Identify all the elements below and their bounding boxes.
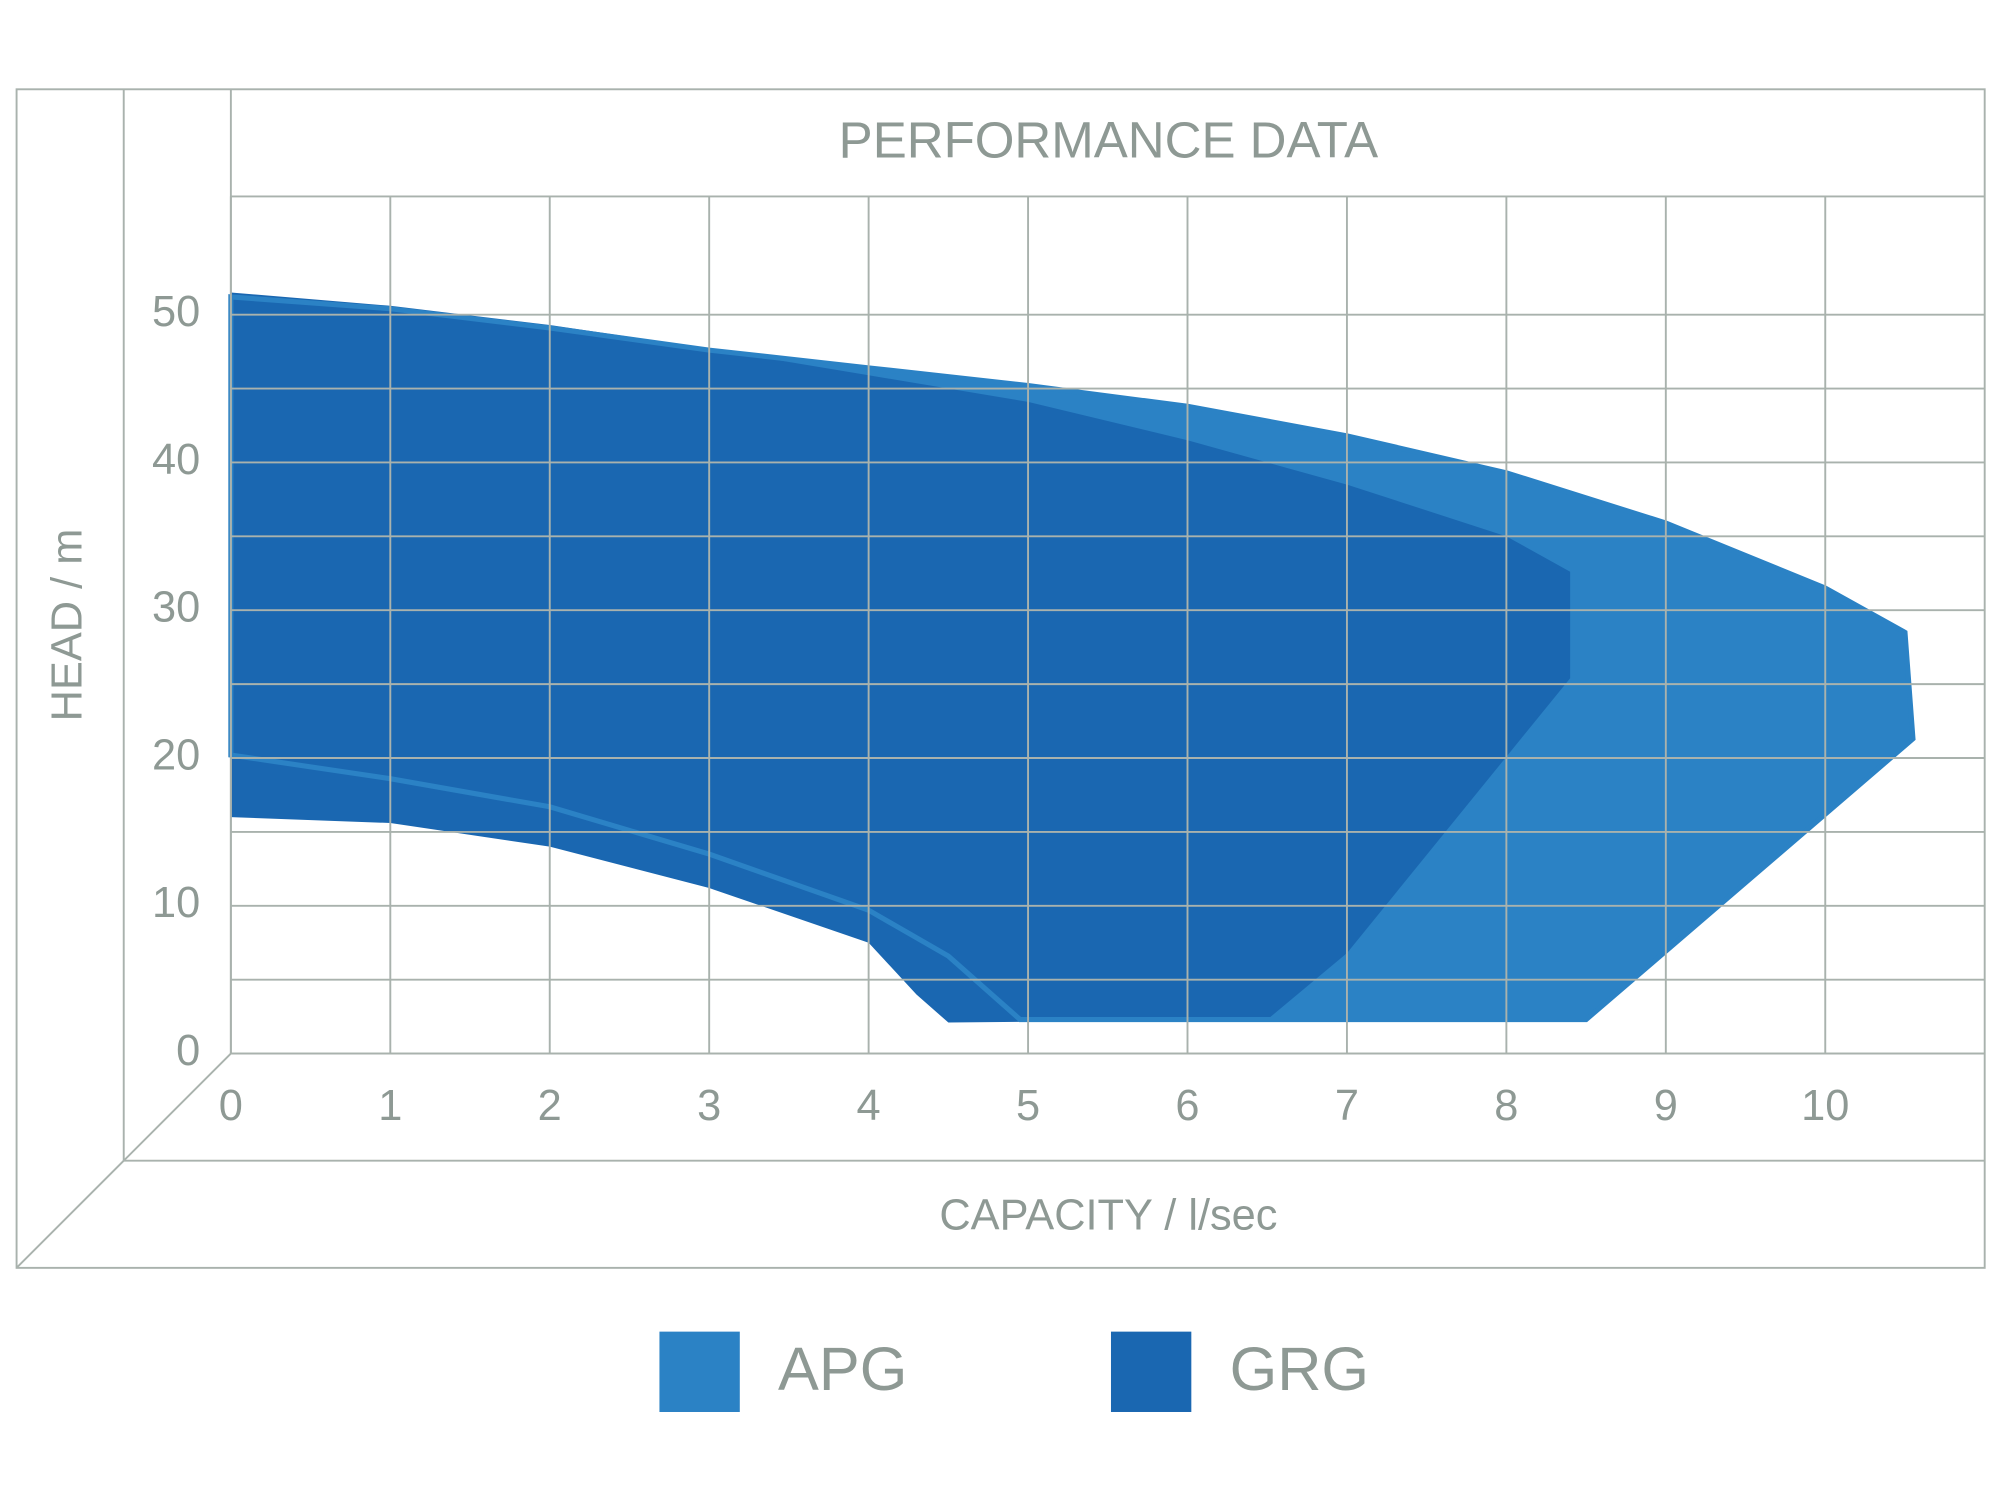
y-tick-label: 10 [152,879,200,927]
area-grg [230,292,1571,1023]
y-tick-label: 20 [152,731,200,779]
x-tick-label: 9 [1654,1082,1678,1130]
y-tick-label: 30 [152,584,200,632]
y-tick-label: 0 [176,1027,200,1075]
y-tick-label: 50 [152,288,200,336]
x-tick-label: 5 [1016,1082,1040,1130]
legend-label: GRG [1230,1335,1369,1403]
x-tick-label: 10 [1801,1082,1849,1130]
y-axis-label: HEAD / m [44,529,92,722]
legend-swatch [659,1331,740,1412]
x-tick-label: 2 [538,1082,562,1130]
legend-swatch [1110,1331,1192,1412]
frame-line [15,1160,125,1269]
outer-frame [15,88,1986,1269]
chart-title: PERFORMANCE DATA [839,112,1378,169]
x-tick-label: 6 [1175,1082,1199,1130]
legend-label: APG [778,1335,907,1403]
x-tick-label: 0 [219,1082,243,1130]
frame-line [123,1052,232,1162]
x-tick-label: 3 [697,1082,721,1130]
x-tick-label: 8 [1494,1082,1518,1130]
x-tick-label: 4 [857,1082,881,1130]
x-tick-label: 1 [378,1082,402,1130]
y-tick-label: 40 [152,436,200,484]
plot-area [228,292,1916,1023]
x-axis-label: CAPACITY / l/sec [939,1192,1277,1240]
x-tick-label: 7 [1335,1082,1359,1130]
